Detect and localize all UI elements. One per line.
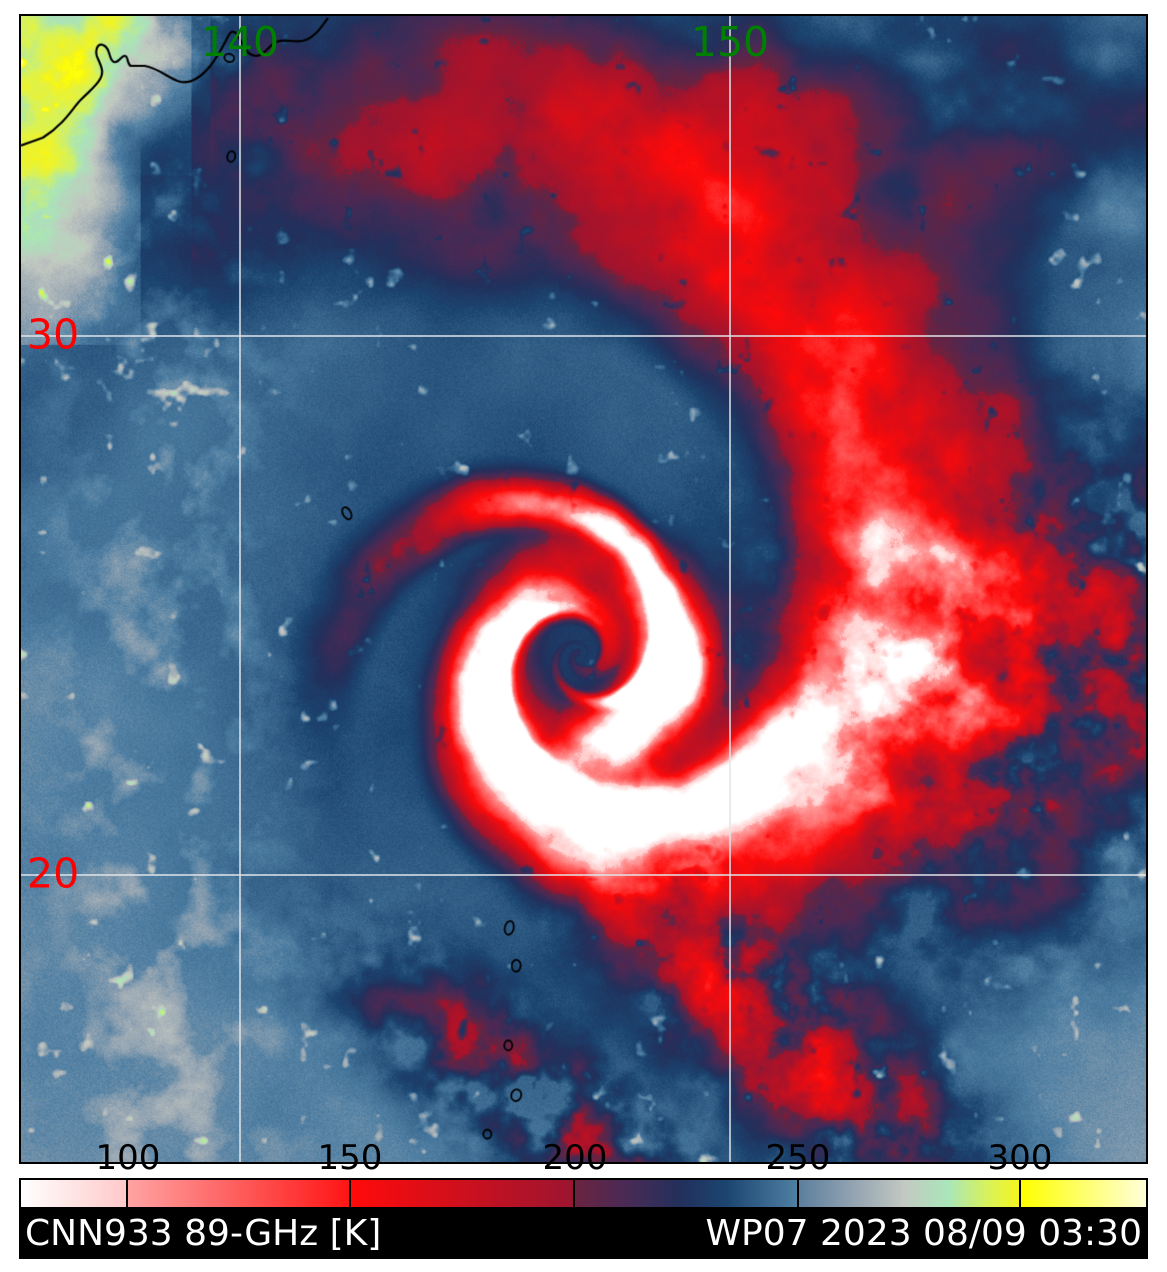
colorbar-tick-150: 150 [317,1138,383,1178]
colorbar-segment-3 [574,1180,799,1207]
colorbar-tick-250: 250 [765,1138,831,1178]
footer-info-bar: CNN933 89-GHz [K] WP07 2023 08/09 03:30 [19,1209,1148,1259]
colorbar-tick-300: 300 [987,1138,1053,1178]
microwave-brightness-temperature-raster [21,16,1146,1162]
colorbar-tick-labels: 100 150 200 250 300 [19,1141,1148,1177]
storm-timestamp-label: WP07 2023 08/09 03:30 [705,1213,1142,1254]
colorbar-segment-2 [350,1180,575,1207]
satellite-image-panel[interactable]: 140 150 30 20 [19,14,1148,1164]
colorbar-tick-100: 100 [95,1138,161,1178]
colorbar-segment-4 [798,1180,1021,1207]
colorbar-segment-5 [1020,1180,1146,1207]
sensor-product-label: CNN933 89-GHz [K] [25,1213,382,1254]
colorbar-segment-1 [127,1180,351,1207]
colorbar-segment-0 [21,1180,128,1207]
colorbar-tick-200: 200 [542,1138,608,1178]
brightness-temperature-colorbar[interactable] [19,1178,1148,1209]
